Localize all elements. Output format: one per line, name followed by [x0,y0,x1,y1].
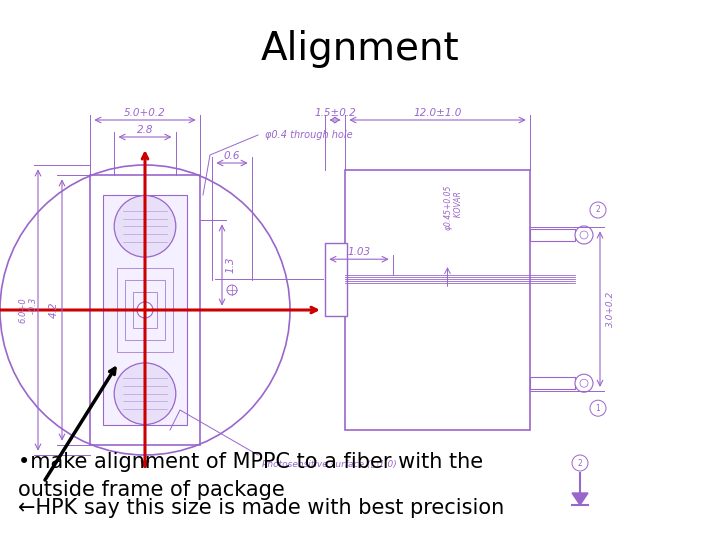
Text: 5.0+0.2: 5.0+0.2 [124,108,166,118]
Text: ←HPK say this size is made with best precision: ←HPK say this size is made with best pre… [18,498,504,518]
Circle shape [114,195,176,257]
Circle shape [227,285,237,295]
Circle shape [575,374,593,392]
Circle shape [590,202,606,218]
Circle shape [114,363,176,424]
Text: Alignment: Alignment [261,30,459,68]
Bar [125,280,165,340]
Text: 2: 2 [577,458,582,468]
Circle shape [572,455,588,471]
Text: 1.3: 1.3 [226,256,236,273]
Bar [133,292,157,328]
Text: φ0.45+0.05
  KOVAR: φ0.45+0.05 KOVAR [444,185,463,230]
Text: •make alignment of MPPC to a fiber with the
outside frame of package: •make alignment of MPPC to a fiber with … [18,452,483,500]
Bar [530,377,575,389]
Circle shape [575,226,593,244]
Circle shape [580,231,588,239]
Bar [90,175,200,445]
Text: 1: 1 [595,404,600,413]
Circle shape [580,379,588,387]
Text: 1.5±0.2: 1.5±0.2 [314,108,356,118]
Text: 1.03: 1.03 [348,247,371,257]
Circle shape [590,400,606,416]
Bar [530,229,575,241]
Bar [345,170,530,430]
Polygon shape [572,493,588,505]
Text: 2.8: 2.8 [137,125,153,135]
Text: Photosensitive surface (□1.0): Photosensitive surface (□1.0) [262,460,397,469]
Text: 6.0+0
   -0.3: 6.0+0 -0.3 [18,297,37,323]
Text: 3.0+0.2: 3.0+0.2 [606,291,614,327]
Text: 12.0±1.0: 12.0±1.0 [413,108,462,118]
Text: 0.6: 0.6 [224,151,240,161]
Text: φ0.4 through hole: φ0.4 through hole [265,130,353,140]
Text: 2: 2 [595,206,600,214]
Bar [325,243,347,315]
Text: 4.2: 4.2 [49,302,59,318]
Bar [117,268,173,352]
Bar [103,195,186,425]
Circle shape [137,302,153,318]
